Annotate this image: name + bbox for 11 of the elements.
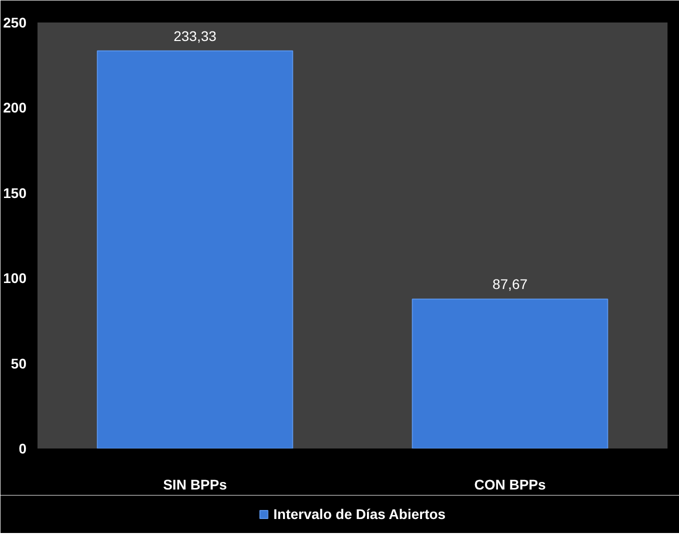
x-tick-label: SIN BPPs [163, 476, 228, 492]
y-tick-label: 150 [3, 184, 27, 201]
y-tick-label: 50 [10, 355, 27, 372]
legend-label: Intervalo de Días Abiertos [273, 506, 446, 522]
data-label: 233,33 [174, 28, 217, 44]
x-tick-label: CON BPPs [474, 476, 546, 492]
y-tick-label: 0 [18, 440, 27, 456]
y-tick-label: 100 [3, 270, 27, 286]
y-tick-label: 250 [3, 14, 27, 30]
data-label: 87,67 [492, 276, 528, 292]
y-tick-label: 200 [3, 100, 27, 116]
